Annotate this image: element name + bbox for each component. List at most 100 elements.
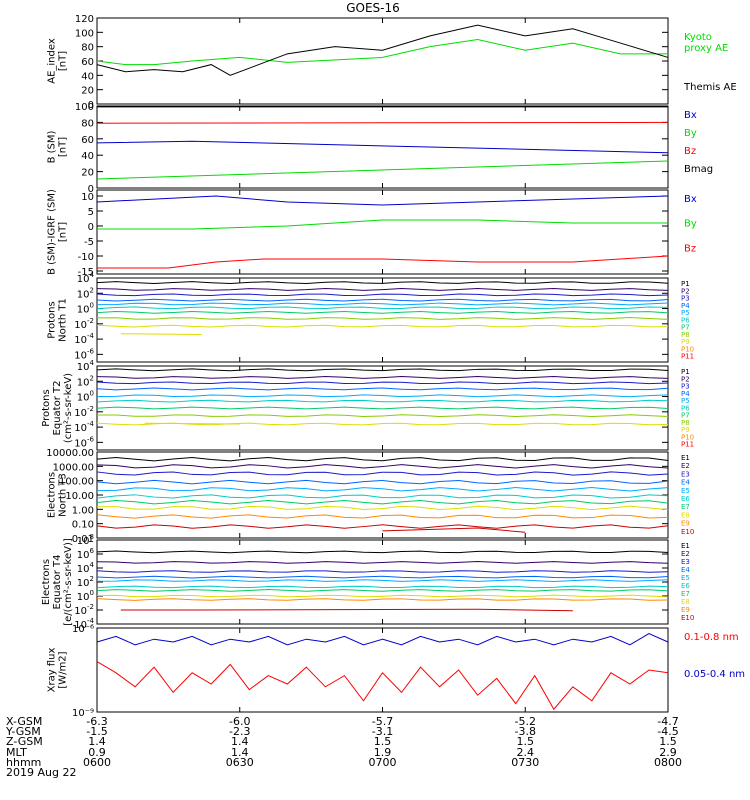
legend-item-e2: E2	[681, 550, 690, 558]
legend-item-p4: P4	[681, 390, 690, 398]
y-tick-label: 10-2	[74, 603, 94, 617]
y-tick-label: -10	[78, 252, 94, 263]
legend-item-e8: E8	[681, 598, 690, 606]
ephem-value: 0800	[654, 756, 682, 769]
legend-item-kyoto: Kyoto	[684, 32, 712, 43]
ephem-value: -5.2	[515, 715, 536, 728]
y-tick-label: 80	[81, 118, 94, 129]
y-axis-label: North T3	[58, 473, 69, 517]
panel-3: -15 -10 -5 0 5 10 B (SM)-IGRF (SM) [nT] Bx By Bz	[47, 189, 697, 278]
y-tick-label: 120	[75, 14, 94, 25]
series-p9	[96, 324, 669, 328]
series-bx	[96, 140, 669, 154]
ephem-value: -4.7	[657, 715, 678, 728]
legend-item-by: By	[684, 128, 697, 139]
legend-item-e7: E7	[681, 503, 690, 511]
series-e9	[96, 514, 669, 519]
series-p6	[96, 399, 669, 403]
y-tick-label: 80	[81, 43, 94, 54]
series-p1	[96, 368, 669, 372]
ephem-value: -2.3	[229, 725, 250, 738]
y-tick-label: 40	[81, 151, 94, 162]
ephem-value: -5.7	[372, 715, 393, 728]
ephem-value: 1.4	[231, 746, 249, 759]
ephem-value: 0630	[226, 756, 254, 769]
legend-item-p1: P1	[681, 280, 690, 288]
y-tick-exponent: 2	[90, 374, 94, 382]
y-tick-label: 20	[81, 168, 94, 179]
legend-item-themis-ae: Themis AE	[683, 82, 737, 93]
y-tick-label: 106	[77, 547, 95, 561]
y-tick-label: 104	[77, 561, 95, 575]
legend-item-e3: E3	[681, 470, 690, 478]
ephem-value: 1.5	[659, 735, 677, 748]
series-p2	[96, 376, 669, 379]
legend-item-e4: E4	[681, 566, 690, 574]
legend-item-e7: E7	[681, 590, 690, 598]
series-p7	[96, 406, 669, 410]
series-kyoto-proxy-ae	[96, 38, 668, 66]
legend-item-0-05-0-4-nm: 0.05-0.4 nm	[684, 669, 745, 680]
legend-item-p8: P8	[681, 331, 690, 339]
legend-item-0-1-0-8-nm: 0.1-0.8 nm	[684, 632, 739, 643]
y-tick-label: 10000.00	[46, 448, 94, 459]
y-tick-label: 60	[81, 57, 94, 68]
y-tick-label: 100	[75, 28, 94, 39]
ephem-value: 2.9	[659, 746, 677, 759]
y-tick-label: 104	[77, 271, 95, 285]
ephem-value: 1.5	[517, 735, 535, 748]
y-tick-exponent: 0	[90, 302, 94, 310]
y-tick-label: 100	[77, 390, 94, 404]
legend-item-p10: P10	[681, 433, 694, 441]
legend-item-p6: P6	[681, 316, 690, 324]
ephem-value: 1.4	[231, 735, 249, 748]
legend-item-p9: P9	[681, 426, 690, 434]
legend-item-p2: P2	[681, 287, 690, 295]
series-e1	[96, 550, 669, 554]
series-e1	[96, 456, 669, 462]
y-axis-label: B (SM)-IGRF (SM)	[47, 189, 58, 275]
series-e4	[96, 575, 669, 579]
legend-item-p11: P11	[681, 353, 694, 361]
series-0-1-0-8-nm	[96, 661, 669, 711]
y-axis-label: Protons	[47, 301, 58, 338]
y-tick-label: -5	[84, 237, 94, 248]
legend-item-bz: Bz	[684, 146, 696, 157]
legend: Bx By Bz	[684, 194, 697, 254]
legend-item-p4: P4	[681, 302, 690, 310]
series-p7	[96, 310, 669, 314]
y-tick-label: 100	[77, 302, 94, 316]
y-axis-label: AE_index	[47, 38, 58, 84]
panel-6: 10000.00 1000.00 100.00 10.00 1.00 0.10 0.01 El…	[46, 448, 694, 545]
legend-item-e1: E1	[681, 542, 690, 550]
legend-item-p3: P3	[681, 383, 690, 391]
legend-item-e6: E6	[681, 582, 690, 590]
y-tick-label: 102	[77, 286, 94, 300]
y-tick-exponent: -4	[87, 617, 95, 625]
legend-item-by: By	[684, 219, 697, 230]
ephemeris-table: X-GSM -6.3 -6.0 -5.7 -5.2 -4.7 Y-GSM -1.5 -2.3 -3…	[5, 715, 682, 769]
y-tick-label: 0	[88, 100, 94, 111]
y-tick-exponent: -4	[87, 332, 95, 340]
y-tick-exponent: -4	[87, 420, 95, 428]
y-tick-label: 1000.00	[53, 462, 94, 473]
ephem-value: 2.4	[517, 746, 535, 759]
y-axis-label: [W/m2]	[58, 651, 69, 688]
y-tick-exponent: -2	[87, 317, 94, 325]
ephem-value: -3.1	[372, 725, 393, 738]
series-p5	[96, 302, 669, 306]
ephem-value: 0700	[369, 756, 397, 769]
legend-item-e9: E9	[681, 520, 690, 528]
ephem-value: 1.5	[374, 735, 392, 748]
legend-item-e10: E10	[681, 528, 694, 536]
y-tick-label: 10-4	[74, 332, 94, 346]
legend-item-p9: P9	[681, 338, 690, 346]
y-tick-label: 10	[81, 192, 94, 203]
ephem-value: -4.5	[657, 725, 678, 738]
y-tick-label: 10-2	[74, 317, 94, 331]
y-tick-label: 10⁻⁹	[72, 708, 94, 719]
series-e2	[96, 561, 669, 564]
